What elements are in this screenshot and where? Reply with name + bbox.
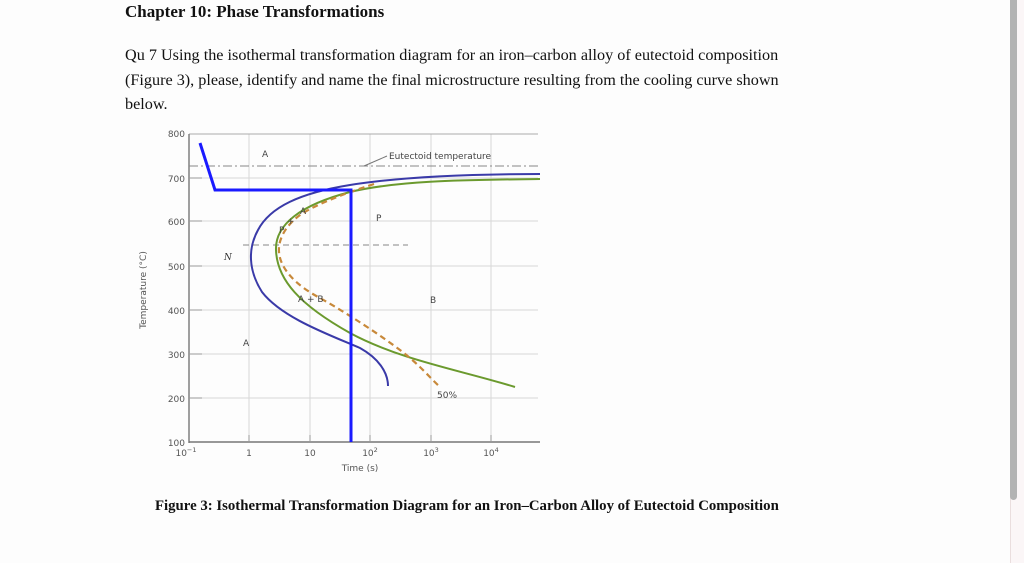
svg-text:800: 800 [168, 130, 185, 140]
y-axis-label: Temperature (°C) [139, 251, 149, 330]
figure-caption: Figure 3: Isothermal Transformation Diag… [155, 498, 779, 514]
cooling-path [198, 142, 353, 442]
svg-text:10: 10 [304, 449, 316, 459]
question-line: (Figure 3), please, identify and name th… [125, 70, 779, 89]
grid-lines [189, 134, 538, 442]
svg-text:200: 200 [168, 395, 185, 405]
region-label-pearlite: P [376, 214, 382, 224]
svg-text:1: 1 [246, 449, 252, 459]
svg-text:100: 100 [168, 439, 185, 449]
x-tick-labels: 10−1 1 10 102 103 104 [175, 446, 498, 459]
svg-text:102: 102 [362, 446, 378, 459]
svg-text:400: 400 [168, 307, 185, 317]
region-label-austenite-bainite: A + B [298, 295, 324, 305]
svg-text:104: 104 [483, 446, 499, 459]
question-line: Qu 7 Using the isothermal transformation… [125, 46, 779, 64]
y-tick-marks [189, 177, 492, 442]
region-label-austenite: A [262, 150, 269, 160]
region-label-p: P [279, 226, 285, 236]
svg-text:500: 500 [168, 263, 185, 273]
fifty-percent-curve [277, 182, 441, 388]
question-text: Qu 7 Using the isothermal transformation… [125, 43, 885, 117]
region-label-a: A [300, 207, 307, 217]
svg-text:10−1: 10−1 [175, 446, 196, 459]
eutectoid-leader [363, 155, 388, 167]
fifty-percent-label: 50% [437, 391, 457, 401]
region-label-plus: + [287, 217, 295, 227]
start-curve [249, 173, 541, 387]
svg-text:103: 103 [423, 446, 439, 459]
question-line: below. [125, 95, 168, 113]
svg-text:300: 300 [168, 351, 185, 361]
svg-text:600: 600 [168, 218, 185, 228]
region-label-austenite: A [243, 339, 250, 349]
scrollbar-thumb[interactable] [1010, 0, 1017, 500]
x-axis-label: Time (s) [341, 464, 379, 474]
y-tick-labels: 800 700 600 500 400 300 200 100 [168, 130, 185, 449]
svg-text:700: 700 [168, 175, 185, 185]
region-label-nose: N [223, 253, 233, 263]
chapter-title: Chapter 10: Phase Transformations [125, 2, 385, 21]
axes [188, 133, 540, 443]
region-label-bainite: B [430, 296, 436, 306]
eutectoid-label: Eutectoid temperature [389, 152, 492, 162]
